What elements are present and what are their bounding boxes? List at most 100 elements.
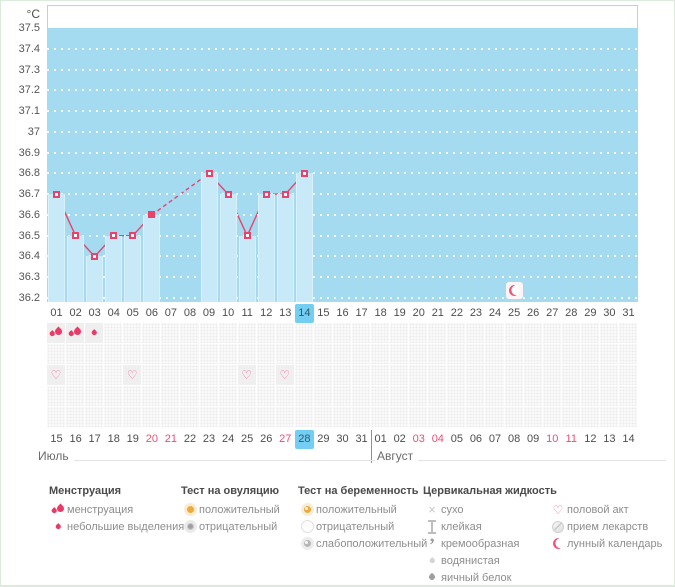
symptom-cell-row-4-17[interactable] (352, 386, 372, 407)
symptom-cell-intercourse-1[interactable]: ♡ (47, 365, 67, 386)
symptom-cell-menstruation-22[interactable] (447, 323, 467, 344)
calendar-day-july-19[interactable]: 19 (126, 433, 139, 445)
cycle-day-06[interactable]: 06 (145, 307, 158, 319)
symptom-cell-intercourse-3[interactable] (85, 365, 105, 386)
symptom-cell-row-4-13[interactable] (275, 386, 295, 407)
symptom-cell-row-5-16[interactable] (332, 407, 353, 428)
symptom-cell-row-2-5[interactable] (123, 344, 143, 365)
symptom-cell-intercourse-26[interactable] (523, 365, 543, 386)
symptom-cell-menstruation-14[interactable] (294, 323, 314, 344)
symptom-cell-row-2-9[interactable] (199, 344, 219, 365)
symptom-cell-row-4-21[interactable] (428, 386, 448, 407)
cycle-day-13[interactable]: 13 (279, 307, 292, 319)
calendar-day-august-02[interactable]: 02 (393, 433, 406, 445)
symptom-cell-row-5-10[interactable] (218, 407, 238, 428)
symptom-cell-row-4-20[interactable] (409, 386, 429, 407)
cycle-day-29[interactable]: 29 (584, 307, 597, 319)
symptom-cell-row-5-7[interactable] (161, 407, 181, 428)
symptom-cell-row-2-20[interactable] (409, 344, 429, 365)
data-point-marker[interactable] (53, 190, 61, 198)
calendar-day-july-26[interactable]: 26 (260, 433, 273, 445)
cycle-day-14[interactable]: 14 (294, 304, 314, 323)
cycle-day-15[interactable]: 15 (317, 307, 330, 319)
cycle-day-22[interactable]: 22 (450, 307, 463, 319)
symptom-cell-row-2-21[interactable] (428, 344, 448, 365)
symptom-cell-menstruation-18[interactable] (371, 323, 391, 344)
symptom-cell-row-4-27[interactable] (542, 386, 562, 407)
cycle-day-01[interactable]: 01 (50, 307, 63, 319)
calendar-day-july-21[interactable]: 21 (164, 433, 178, 445)
symptom-cell-intercourse-19[interactable] (390, 365, 410, 386)
calendar-day-july-24[interactable]: 24 (221, 433, 235, 445)
calendar-day-august-10[interactable]: 10 (546, 433, 559, 445)
symptom-cell-row-4-3[interactable] (85, 386, 105, 407)
symptom-cell-intercourse-14[interactable] (294, 365, 314, 386)
symptom-cell-menstruation-24[interactable] (485, 323, 505, 344)
symptom-cell-row-5-9[interactable] (199, 407, 219, 428)
symptom-cell-intercourse-18[interactable] (371, 365, 391, 386)
symptom-cell-intercourse-12[interactable] (256, 365, 276, 386)
symptom-cell-menstruation-17[interactable] (352, 323, 372, 344)
symptom-cell-menstruation-26[interactable] (523, 323, 543, 344)
calendar-day-august-06[interactable]: 06 (469, 433, 483, 445)
symptom-cell-row-5-14[interactable] (294, 407, 314, 428)
symptom-cell-row-2-11[interactable] (237, 344, 257, 365)
symptom-cell-row-2-4[interactable] (104, 344, 124, 365)
symptom-cell-intercourse-31[interactable] (618, 365, 638, 386)
symptom-cell-menstruation-5[interactable] (123, 323, 143, 344)
cycle-day-09[interactable]: 09 (202, 307, 216, 319)
symptom-cell-row-2-8[interactable] (180, 344, 200, 365)
calendar-day-july-23[interactable]: 23 (202, 433, 216, 445)
symptom-cell-intercourse-7[interactable] (161, 365, 181, 386)
symptom-cell-menstruation-12[interactable] (256, 323, 276, 344)
symptom-cell-row-2-25[interactable] (504, 344, 524, 365)
symptom-cell-row-5-8[interactable] (180, 407, 200, 428)
symptom-cell-row-2-17[interactable] (352, 344, 372, 365)
symptom-cell-row-4-7[interactable] (161, 386, 181, 407)
symptom-cell-row-2-24[interactable] (485, 344, 505, 365)
symptom-cell-row-4-31[interactable] (618, 386, 638, 407)
data-point-marker[interactable] (72, 232, 80, 240)
symptom-cell-intercourse-30[interactable] (599, 365, 619, 386)
symptom-cell-menstruation-20[interactable] (409, 323, 429, 344)
symptom-cell-intercourse-22[interactable] (447, 365, 467, 386)
cycle-day-31[interactable]: 31 (622, 307, 635, 319)
symptom-cell-row-5-26[interactable] (523, 407, 543, 428)
symptom-cell-intercourse-11[interactable]: ♡ (237, 365, 257, 386)
symptom-cell-row-5-3[interactable] (85, 407, 105, 428)
symptom-cell-row-2-18[interactable] (371, 344, 391, 365)
symptom-cell-row-5-31[interactable] (618, 407, 638, 428)
symptom-cell-row-5-24[interactable] (485, 407, 505, 428)
symptom-cell-row-2-29[interactable] (580, 344, 600, 365)
cycle-day-30[interactable]: 30 (603, 307, 616, 319)
symptom-cell-row-4-16[interactable] (332, 386, 353, 407)
calendar-day-august-11[interactable]: 11 (565, 433, 577, 445)
symptom-cell-row-5-20[interactable] (409, 407, 429, 428)
symptom-cell-row-5-22[interactable] (447, 407, 467, 428)
symptom-cell-intercourse-5[interactable]: ♡ (123, 365, 143, 386)
symptom-cell-row-5-23[interactable] (466, 407, 486, 428)
symptom-cell-intercourse-15[interactable] (313, 365, 333, 386)
cycle-day-08[interactable]: 08 (183, 307, 197, 319)
cycle-day-20[interactable]: 20 (412, 307, 425, 319)
lunar-calendar-marker[interactable] (505, 282, 523, 299)
calendar-day-august-07[interactable]: 07 (488, 433, 502, 445)
calendar-day-july-18[interactable]: 18 (107, 433, 120, 445)
temperature-chart-area[interactable] (47, 28, 638, 302)
symptom-cell-row-2-12[interactable] (256, 344, 276, 365)
calendar-day-august-08[interactable]: 08 (507, 433, 521, 445)
symptom-cell-menstruation-10[interactable] (218, 323, 238, 344)
calendar-day-july-29[interactable]: 29 (317, 433, 330, 445)
symptom-cell-row-2-28[interactable] (561, 344, 581, 365)
symptom-cell-intercourse-13[interactable]: ♡ (275, 365, 295, 386)
symptom-cell-menstruation-30[interactable] (599, 323, 619, 344)
cycle-day-16[interactable]: 16 (336, 307, 349, 319)
cycle-day-27[interactable]: 27 (546, 307, 559, 319)
calendar-day-august-13[interactable]: 13 (603, 433, 616, 445)
symptom-cell-row-4-1[interactable] (47, 386, 67, 407)
cycle-day-25[interactable]: 25 (507, 307, 521, 319)
symptom-cell-row-4-9[interactable] (199, 386, 219, 407)
symptom-cell-intercourse-20[interactable] (409, 365, 429, 386)
symptom-cell-menstruation-2[interactable] (66, 323, 86, 344)
cycle-day-17[interactable]: 17 (355, 307, 368, 319)
